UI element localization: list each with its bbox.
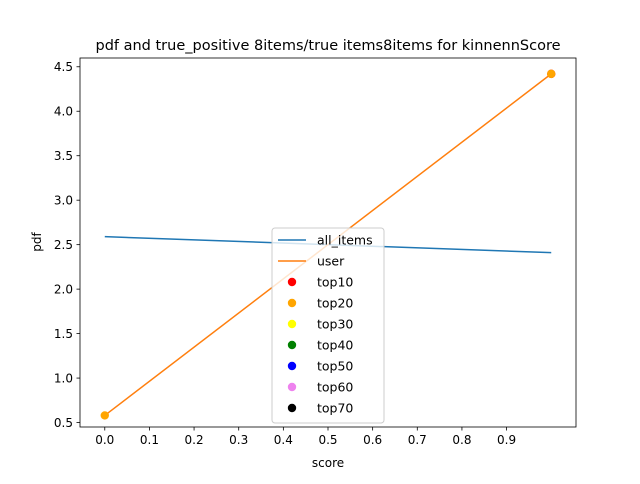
x-tick-label: 0.5 [318,433,337,447]
legend-label: top40 [317,338,353,353]
legend-box [271,227,385,424]
y-tick-label: 3.0 [54,193,73,207]
legend-label: user [317,254,345,269]
y-tick-label: 4.5 [54,60,73,74]
x-tick-label: 0.2 [185,433,204,447]
chart-title: pdf and true_positive 8items/true items8… [95,38,560,54]
x-tick-label: 0.7 [408,433,427,447]
x-tick-label: 0.1 [140,433,159,447]
y-tick-label: 4.0 [54,105,73,119]
legend-label: all_items [317,233,373,248]
legend-marker-swatch [287,403,297,413]
legend-label: top70 [317,401,353,416]
legend-marker-swatch [287,382,297,392]
y-tick-label: 0.5 [54,416,73,430]
legend-label: top50 [317,359,353,374]
legend-item: top30 [287,317,353,332]
legend-marker-swatch [287,319,297,329]
data-point-top20 [100,411,109,420]
legend-item: top60 [287,380,353,395]
legend-item: user [278,254,345,269]
legend-item: top10 [287,275,353,290]
y-axis-label: pdf [30,232,44,252]
x-tick-label: 0.6 [363,433,382,447]
legend-label: top20 [317,296,353,311]
y-tick-label: 2.5 [54,238,73,252]
plot-area: 0.0 0.1 0.2 0.3 0.4 0.5 0.6 0.7 0.8 0.9 0.5 1.0 1.5 2… [54,57,577,447]
y-tick-label: 1.5 [54,327,73,341]
x-tick-label: 0.3 [229,433,248,447]
data-point-top20 [547,69,556,79]
legend-item: top70 [287,401,353,416]
legend-label: top30 [317,317,353,332]
legend-item: top50 [287,359,353,374]
legend-item: top20 [287,296,353,311]
y-tick-label: 3.5 [54,149,73,163]
x-tick-label: 0.0 [95,433,114,447]
legend-marker-swatch [287,361,297,371]
y-tick-label: 2.0 [54,282,73,296]
legend-item: top40 [287,338,353,353]
y-tick-label: 1.0 [54,371,73,385]
legend-item: all_items [278,233,373,248]
legend-label: top60 [317,380,353,395]
x-tick-label: 0.8 [452,433,471,447]
legend-marker-swatch [287,340,297,350]
legend-marker-swatch [287,298,297,308]
x-axis-label: score [312,456,344,470]
legend-marker-swatch [287,277,297,287]
legend-label: top10 [317,275,353,290]
x-tick-label: 0.4 [274,433,293,447]
x-tick-label: 0.9 [497,433,516,447]
